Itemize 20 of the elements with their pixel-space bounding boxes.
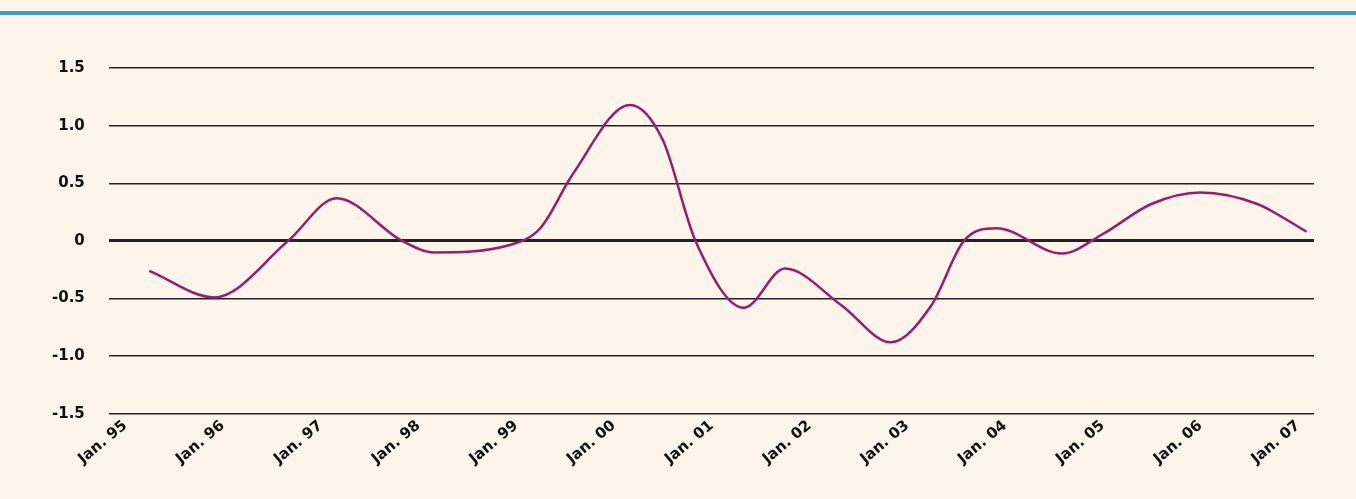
- y-tick-label: -1.5: [51, 403, 85, 422]
- line-series: [147, 103, 1308, 344]
- x-tick-label: Jan. 05: [1051, 415, 1108, 468]
- x-tick-label: Jan. 03: [855, 415, 913, 468]
- y-tick-label: 0: [74, 230, 85, 249]
- x-tick-label: Jan. 02: [757, 415, 815, 468]
- y-tick-label: 0.5: [58, 173, 85, 192]
- x-tick-label: Jan. 04: [953, 415, 1010, 468]
- y-tick-label: -1.0: [51, 346, 85, 365]
- x-tick-label: Jan. 01: [660, 415, 717, 468]
- x-tick-label: Jan. 97: [268, 415, 326, 468]
- y-tick-label: 1.0: [58, 115, 85, 134]
- y-tick-label: 1.5: [58, 57, 85, 76]
- x-tick-label: Jan. 06: [1148, 415, 1206, 468]
- y-tick-label: -0.5: [51, 288, 85, 307]
- x-tick-label: Jan. 96: [171, 415, 228, 468]
- x-tick-label: Jan. 99: [464, 415, 522, 468]
- x-tick-label: Jan. 00: [562, 415, 619, 468]
- x-tick-label: Jan. 07: [1246, 415, 1304, 468]
- x-tick-label: Jan. 98: [366, 415, 424, 468]
